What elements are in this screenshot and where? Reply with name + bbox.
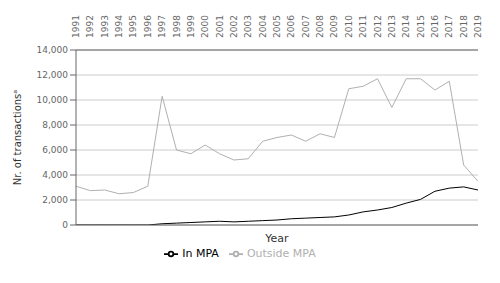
svg-text:2019: 2019 <box>473 15 483 38</box>
svg-text:2011: 2011 <box>358 15 368 38</box>
svg-text:1998: 1998 <box>172 15 182 38</box>
svg-text:2008: 2008 <box>315 15 325 38</box>
svg-text:2006: 2006 <box>286 15 296 38</box>
svg-text:1997: 1997 <box>157 15 167 38</box>
svg-text:1991: 1991 <box>71 15 81 38</box>
svg-text:2012: 2012 <box>373 15 383 38</box>
svg-text:2018: 2018 <box>459 15 469 38</box>
svg-text:1992: 1992 <box>85 15 95 38</box>
svg-text:12,000: 12,000 <box>37 70 69 80</box>
svg-text:1993: 1993 <box>100 15 110 38</box>
svg-text:2,000: 2,000 <box>42 195 68 205</box>
svg-text:2003: 2003 <box>243 15 253 38</box>
svg-text:2010: 2010 <box>344 15 354 38</box>
svg-text:2005: 2005 <box>272 15 282 38</box>
svg-text:2009: 2009 <box>329 15 339 38</box>
svg-text:2017: 2017 <box>444 15 454 38</box>
svg-text:6,000: 6,000 <box>42 145 68 155</box>
svg-text:2002: 2002 <box>229 15 239 38</box>
svg-text:1994: 1994 <box>114 15 124 38</box>
svg-text:2007: 2007 <box>301 15 311 38</box>
html-text:In MPA: In MPA <box>182 247 219 260</box>
svg-text:1996: 1996 <box>143 15 153 38</box>
svg-text:14,000: 14,000 <box>37 45 69 55</box>
svg-text:4,000: 4,000 <box>42 170 68 180</box>
svg-text:2000: 2000 <box>200 15 210 38</box>
svg-text:2014: 2014 <box>401 15 411 38</box>
svg-text:Nr. of transactionsᵃ: Nr. of transactionsᵃ <box>12 90 23 186</box>
svg-text:8,000: 8,000 <box>42 120 68 130</box>
svg-text:2015: 2015 <box>416 15 426 38</box>
html-text:Outside MPA: Outside MPA <box>246 247 316 260</box>
svg-text:2001: 2001 <box>215 15 225 38</box>
svg-text:2016: 2016 <box>430 15 440 38</box>
svg-text:10,000: 10,000 <box>37 95 69 105</box>
svg-text:1999: 1999 <box>186 15 196 38</box>
svg-text:2004: 2004 <box>258 15 268 38</box>
svg-text:Year: Year <box>264 232 289 245</box>
svg-text:2013: 2013 <box>387 15 397 38</box>
svg-text:1995: 1995 <box>128 15 138 38</box>
svg-text:0: 0 <box>62 220 68 230</box>
